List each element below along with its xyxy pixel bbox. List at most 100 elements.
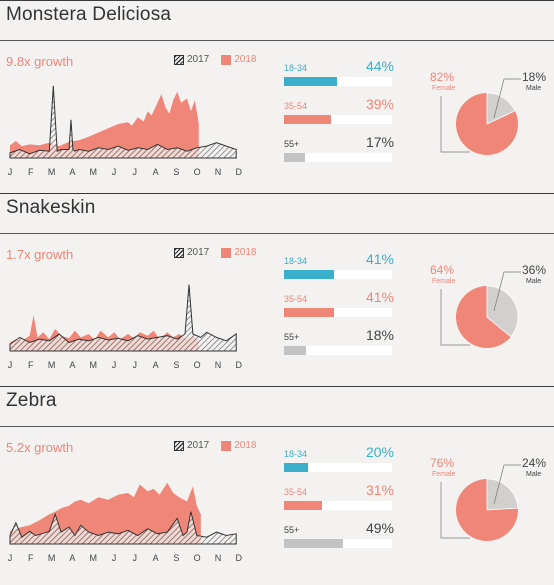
age-bar-fill [284,153,305,162]
age-bar-track [284,346,392,355]
age-bar-track [284,153,392,162]
month-tick: J [111,553,117,563]
age-bar-fill [284,539,344,548]
leader-line-female [440,96,470,153]
month-tick: S [173,360,180,370]
leader-line-male [493,78,521,119]
age-label: 35-54 [284,101,308,111]
age-label: 18-34 [284,449,308,459]
month-tick: M [89,553,97,563]
legend-label-2018: 2018 [234,440,257,451]
age-bar-track [284,539,392,548]
section-0: Monstera Deliciosa 9.8x growth 2017 2018 J F M… [0,0,554,193]
age-label: 35-54 [284,487,308,497]
age-percent: 17% [365,134,394,150]
month-tick: A [69,553,76,563]
month-tick: J [132,553,138,563]
age-percent: 39% [365,96,394,112]
section-1: Snakeskin 1.7x growth 2017 2018 J F M A M J J A S O N D… [0,193,554,386]
legend-swatch-2017 [174,440,184,451]
leader-line-female [440,289,470,346]
month-tick: O [193,167,201,177]
age-bar-track [284,308,392,317]
age-percent: 20% [365,444,394,460]
growth-label: 1.7x growth [6,247,74,262]
month-tick: A [69,167,76,177]
month-tick: S [173,553,180,563]
legend: 2017 2018 [174,247,257,258]
month-tick: M [47,360,56,370]
legend-label-2018: 2018 [234,247,257,258]
age-bar-fill [284,77,338,86]
month-tick: N [214,167,222,177]
month-tick: F [28,167,34,177]
pie-slice-male [486,92,516,125]
series-2017-area [9,511,237,545]
month-tick: A [152,167,159,177]
age-bar-fill [284,346,306,355]
age-bar-track [284,115,392,124]
gender-pie-chart [440,78,521,155]
age-bar-track [284,501,392,510]
month-tick: F [28,553,34,563]
divider [0,40,554,41]
male-label: Male [526,85,542,92]
section-2: Zebra 5.2x growth 2017 2018 J F M A M J J A S O N D 18-3… [0,386,554,579]
legend-swatch-2017 [174,247,184,258]
legend: 2017 2018 [174,54,257,65]
month-tick: N [214,553,222,563]
month-tick: A [69,360,76,370]
month-tick: M [47,167,56,177]
month-tick: J [111,167,117,177]
age-label: 55+ [284,525,300,535]
legend-swatch-2018 [221,54,232,65]
age-bar-fill [284,308,334,317]
age-percent: 41% [365,251,394,267]
female-label: Female [432,471,456,478]
legend-label-2018: 2018 [234,54,257,65]
female-label: Female [432,85,456,92]
leader-line-male [493,464,521,505]
age-label: 55+ [284,332,300,342]
age-label: 18-34 [284,256,308,266]
series-2017-area [9,85,237,159]
divider [0,193,554,194]
age-bar-fill [284,463,309,472]
legend-label-2017: 2017 [187,54,210,65]
age-bar-track [284,77,392,86]
gender-pie-chart [440,271,521,348]
month-tick: O [193,360,201,370]
area-chart [9,85,237,159]
male-percent: 36% [522,263,547,277]
leader-line-male [493,271,521,312]
male-percent: 24% [522,456,547,470]
series-2018-area [10,91,199,158]
growth-label: 9.8x growth [6,54,74,69]
series-2017-area [9,284,237,352]
legend-label-2017: 2017 [187,247,210,258]
section-title: Snakeskin [6,197,96,218]
divider [0,0,554,1]
age-bar-fill [284,270,334,279]
month-tick: O [193,553,201,563]
divider [0,426,554,427]
month-tick: S [173,167,180,177]
month-tick: F [28,360,34,370]
month-tick: M [89,167,97,177]
legend: 2017 2018 [174,440,257,451]
growth-label: 5.2x growth [6,440,74,455]
pie-slice-male [486,285,519,338]
age-label: 55+ [284,139,300,149]
pie-slice-male [486,478,519,511]
age-bar-track [284,270,392,279]
month-tick: J [132,167,138,177]
male-percent: 18% [522,70,547,84]
divider [0,386,554,387]
age-percent: 41% [365,289,394,305]
gender-pie-chart [440,464,521,541]
area-chart [9,284,237,352]
female-label: Female [432,278,456,285]
month-tick: J [111,360,117,370]
section-title: Zebra [6,390,57,411]
